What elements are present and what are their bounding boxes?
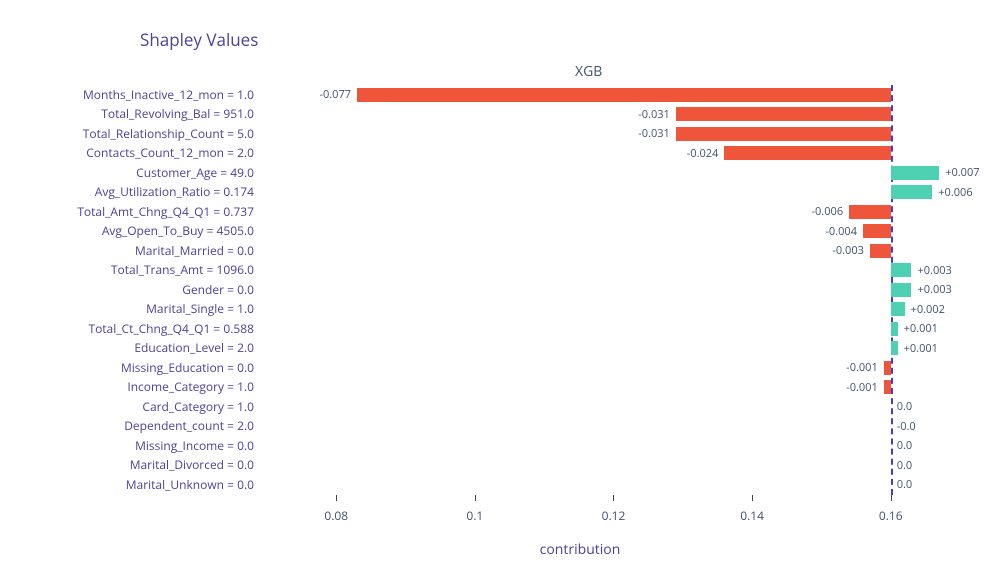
y-label: Avg_Open_To_Buy = 4505.0 bbox=[102, 225, 254, 237]
bar-negative bbox=[863, 224, 891, 238]
value-label: +0.001 bbox=[904, 343, 938, 354]
value-label: +0.001 bbox=[904, 323, 938, 334]
bar-negative bbox=[676, 127, 891, 141]
bar-positive bbox=[891, 302, 905, 316]
y-label: Missing_Income = 0.0 bbox=[135, 440, 254, 452]
y-label: Marital_Divorced = 0.0 bbox=[130, 459, 254, 471]
value-label: 0.0 bbox=[897, 440, 912, 451]
value-label: +0.002 bbox=[911, 304, 945, 315]
bar-negative bbox=[676, 107, 891, 121]
y-label: Marital_Single = 1.0 bbox=[146, 303, 254, 315]
plot-area: -0.077-0.031-0.031-0.024+0.007+0.006-0.0… bbox=[260, 85, 960, 495]
chart-subtitle: XGB bbox=[575, 62, 602, 81]
bar-positive bbox=[891, 341, 898, 355]
y-axis-labels: Months_Inactive_12_mon = 1.0 Total_Revolv… bbox=[0, 85, 254, 495]
value-label: 0.0 bbox=[897, 479, 912, 490]
y-label: Income_Category = 1.0 bbox=[127, 381, 254, 393]
y-label: Customer_Age = 49.0 bbox=[136, 167, 254, 179]
value-label: +0.006 bbox=[938, 187, 972, 198]
x-tick-mark bbox=[475, 495, 476, 501]
x-tick-label: 0.14 bbox=[740, 507, 764, 524]
chart-title: Shapley Values bbox=[140, 28, 258, 51]
bar-positive bbox=[891, 283, 912, 297]
y-label: Marital_Married = 0.0 bbox=[135, 245, 254, 257]
y-label: Total_Relationship_Count = 5.0 bbox=[83, 128, 254, 140]
value-label: -0.004 bbox=[825, 226, 857, 237]
y-label: Months_Inactive_12_mon = 1.0 bbox=[83, 89, 254, 101]
y-label: Missing_Education = 0.0 bbox=[121, 362, 254, 374]
value-label: -0.0 bbox=[897, 421, 916, 432]
x-axis-title: contribution bbox=[540, 540, 621, 559]
value-label: -0.024 bbox=[687, 148, 719, 159]
y-label: Contacts_Count_12_mon = 2.0 bbox=[86, 147, 254, 159]
value-label: -0.003 bbox=[832, 245, 864, 256]
value-label: +0.007 bbox=[945, 167, 979, 178]
value-label: +0.003 bbox=[917, 265, 951, 276]
bar-positive bbox=[891, 263, 912, 277]
bar-negative bbox=[357, 88, 891, 102]
y-label: Total_Revolving_Bal = 951.0 bbox=[101, 108, 254, 120]
y-label: Total_Ct_Chng_Q4_Q1 = 0.588 bbox=[88, 323, 254, 335]
value-label: 0.0 bbox=[897, 401, 912, 412]
x-tick-mark bbox=[336, 495, 337, 501]
bar-negative bbox=[724, 146, 890, 160]
y-label: Card_Category = 1.0 bbox=[142, 401, 254, 413]
bar-negative bbox=[884, 361, 891, 375]
x-tick-label: 0.08 bbox=[324, 507, 348, 524]
y-label: Education_Level = 2.0 bbox=[134, 342, 254, 354]
y-label: Total_Amt_Chng_Q4_Q1 = 0.737 bbox=[77, 206, 254, 218]
y-label: Total_Trans_Amt = 1096.0 bbox=[111, 264, 254, 276]
x-tick-mark bbox=[752, 495, 753, 501]
bar-negative bbox=[884, 380, 891, 394]
x-tick-mark bbox=[891, 495, 892, 501]
y-label: Dependent_count = 2.0 bbox=[124, 420, 254, 432]
bar-positive bbox=[891, 185, 933, 199]
x-tick-mark bbox=[613, 495, 614, 501]
x-tick-label: 0.1 bbox=[466, 507, 483, 524]
y-label: Gender = 0.0 bbox=[182, 284, 254, 296]
value-label: -0.077 bbox=[319, 89, 351, 100]
bar-positive bbox=[891, 322, 898, 336]
shapley-chart: Shapley Values XGB Months_Inactive_12_mo… bbox=[0, 0, 985, 573]
value-label: -0.006 bbox=[812, 206, 844, 217]
x-tick-label: 0.12 bbox=[602, 507, 626, 524]
value-label: -0.031 bbox=[638, 109, 670, 120]
x-tick-label: 0.16 bbox=[879, 507, 903, 524]
value-label: +0.003 bbox=[917, 284, 951, 295]
bar-negative bbox=[849, 205, 891, 219]
bar-negative bbox=[870, 244, 891, 258]
bar-positive bbox=[891, 166, 940, 180]
x-axis: 0.08 0.1 0.12 0.14 0.16 bbox=[260, 495, 960, 525]
value-label: -0.001 bbox=[846, 382, 878, 393]
y-label: Marital_Unknown = 0.0 bbox=[126, 479, 254, 491]
value-label: 0.0 bbox=[897, 460, 912, 471]
value-label: -0.031 bbox=[638, 128, 670, 139]
y-label: Avg_Utilization_Ratio = 0.174 bbox=[95, 186, 254, 198]
value-label: -0.001 bbox=[846, 362, 878, 373]
